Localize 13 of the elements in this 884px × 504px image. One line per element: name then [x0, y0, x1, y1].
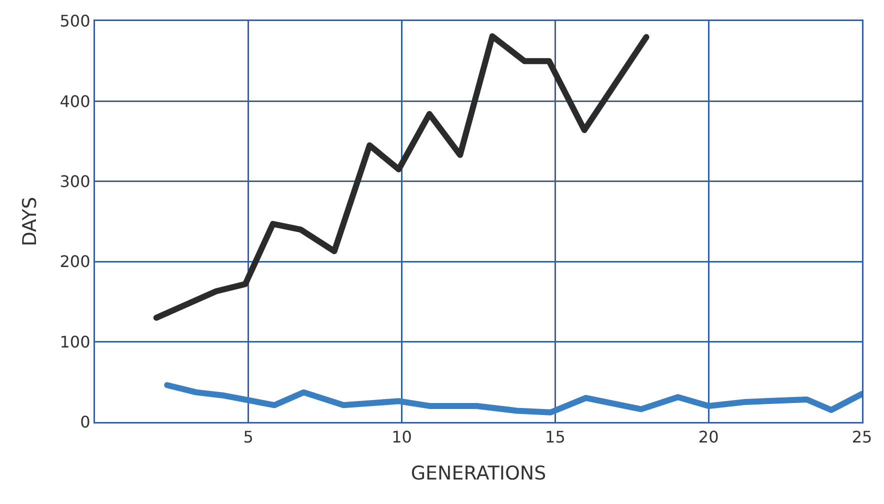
x-tick-label: 5: [243, 428, 254, 447]
y-tick-label: 300: [60, 172, 90, 191]
x-tick-label: 15: [545, 428, 566, 447]
x-tick-label: 10: [392, 428, 412, 447]
y-tick-label: 200: [60, 252, 90, 272]
y-tick-label: 500: [60, 12, 90, 31]
y-tick-label: 0: [80, 412, 90, 432]
y-axis-title: DAYS: [18, 196, 41, 246]
y-tick-label: 100: [60, 332, 90, 352]
y-tick-label: 400: [60, 92, 90, 111]
x-axis-title: GENERATIONS: [410, 462, 546, 484]
x-tick-label: 25: [852, 428, 872, 447]
x-tick-label: 20: [698, 428, 719, 447]
